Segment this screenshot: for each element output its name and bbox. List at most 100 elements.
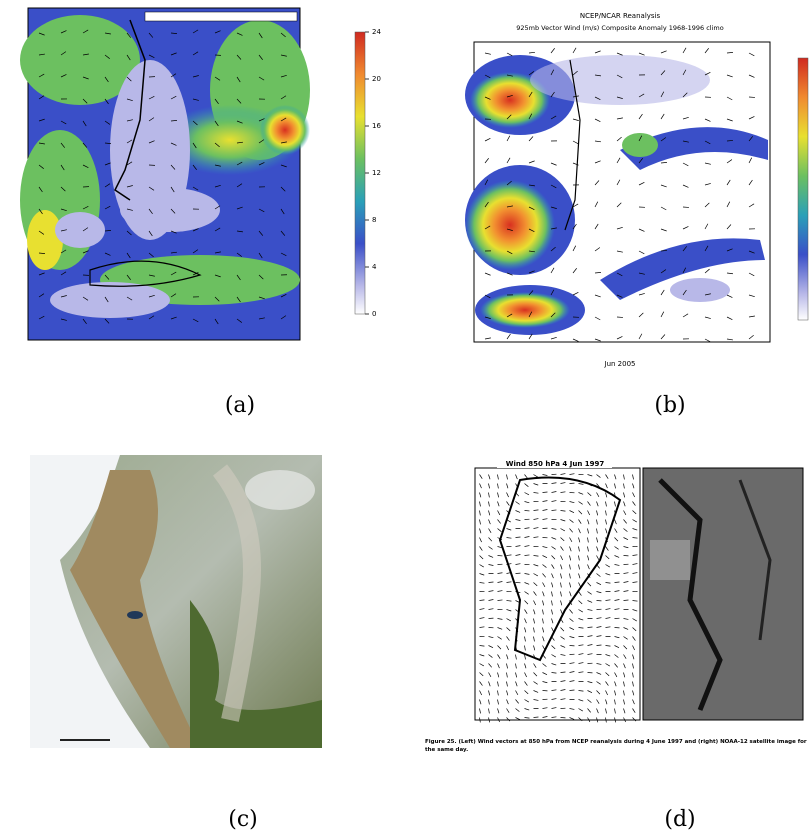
wind-arrow <box>528 51 536 54</box>
wind-arrow <box>587 708 591 713</box>
colorbar-tick-label: 8 <box>372 216 376 224</box>
wind-arrow <box>479 608 485 610</box>
wind-arrow <box>550 312 556 318</box>
wind-arrow <box>704 118 711 122</box>
wind-arrow <box>572 70 578 76</box>
wind-arrow <box>578 690 584 692</box>
wind-arrow <box>479 582 485 584</box>
wind-arrow <box>578 699 584 702</box>
wind-arrow <box>126 161 133 166</box>
panel-d: Wind 850 hPa 4 Jun 1997 Figure 25. (Left… <box>425 458 807 832</box>
wind-arrow <box>594 118 601 122</box>
wind-arrow <box>569 546 572 552</box>
wind-arrow <box>506 717 511 722</box>
wind-arrow <box>488 636 494 639</box>
wind-arrow <box>524 492 530 496</box>
wind-arrow <box>258 296 265 300</box>
wind-arrow <box>126 274 131 280</box>
wind-arrow <box>524 609 528 614</box>
wind-arrow <box>542 716 548 718</box>
wind-arrow <box>104 98 109 105</box>
wind-arrow <box>578 573 581 579</box>
wind-arrow <box>236 230 243 233</box>
wind-arrow <box>38 186 43 193</box>
wind-arrow <box>104 252 111 256</box>
wind-arrow <box>605 501 607 507</box>
wind-arrow <box>638 333 643 340</box>
wind-arrow <box>479 599 485 601</box>
wind-arrow <box>682 47 687 54</box>
wind-arrow <box>524 690 529 695</box>
wind-arrow <box>192 318 199 323</box>
wind-arrow <box>569 573 571 579</box>
wind-arrow <box>551 500 557 502</box>
wind-arrow <box>488 645 494 648</box>
wind-arrow <box>578 653 584 655</box>
wind-arrow <box>614 608 620 610</box>
wind-arrow <box>236 206 243 210</box>
wind-arrow <box>623 645 628 650</box>
wind-arrow <box>479 564 484 568</box>
wind-arrow <box>170 73 177 78</box>
wind-arrow <box>660 113 665 120</box>
wind-arrow <box>748 179 753 186</box>
wind-arrow <box>524 672 527 678</box>
wind-arrow <box>578 609 583 613</box>
wind-arrow <box>542 636 545 642</box>
wind-arrow <box>484 294 491 299</box>
wind-arrow <box>38 230 45 235</box>
wind-arrow <box>596 474 601 478</box>
wind-arrow <box>60 142 66 148</box>
wind-arrow <box>170 208 176 214</box>
wind-arrow <box>638 312 644 318</box>
wind-arrow <box>148 32 154 38</box>
wind-arrow <box>38 164 44 169</box>
wind-arrow <box>528 270 535 274</box>
wind-arrow <box>170 120 178 122</box>
wind-arrow <box>533 536 539 538</box>
wind-arrow <box>660 311 665 318</box>
panel-b: NCEP/NCAR Reanalysis 925mb Vector Wind (… <box>465 12 809 418</box>
wind-arrow <box>524 708 530 711</box>
wind-arrow <box>236 274 241 281</box>
wind-arrow <box>726 140 734 142</box>
wind-arrow <box>596 546 599 552</box>
wind-arrow <box>632 474 634 480</box>
wind-arrow <box>638 52 645 56</box>
wind-arrow <box>550 69 555 76</box>
wind-arrow <box>560 491 566 493</box>
wind-arrow <box>726 118 733 122</box>
wind-arrow <box>614 699 616 705</box>
wind-arrow <box>638 228 645 232</box>
wind-arrow <box>616 157 621 164</box>
wind-arrow <box>726 294 733 298</box>
wind-arrow <box>479 626 485 628</box>
wind-arrow <box>594 50 601 54</box>
wind-arrow <box>632 636 636 641</box>
wind-arrow <box>596 537 598 543</box>
wind-arrow <box>587 717 591 723</box>
wind-arrow <box>506 180 512 186</box>
wind-arrow <box>524 591 529 595</box>
wind-arrow <box>569 627 575 631</box>
wind-arrow <box>726 224 732 230</box>
wind-arrow <box>528 333 533 340</box>
wind-arrow <box>616 294 623 298</box>
wind-arrow <box>623 663 626 669</box>
wind-arrow <box>632 672 634 678</box>
wind-arrow <box>550 91 555 98</box>
wind-arrow <box>506 636 510 641</box>
wind-arrow <box>533 699 539 701</box>
wind-arrow <box>623 546 629 549</box>
wind-arrow <box>148 274 155 277</box>
wind-arrow <box>726 201 731 208</box>
wind-arrow <box>616 250 623 253</box>
wind-arrow <box>726 179 731 186</box>
wind-arrow <box>104 162 111 166</box>
wind-arrow <box>560 582 562 588</box>
wind-arrow <box>587 537 589 543</box>
wind-arrow <box>497 528 502 532</box>
wind-arrow <box>126 98 133 102</box>
wind-arrow <box>488 690 491 696</box>
wind-arrow <box>682 184 689 188</box>
